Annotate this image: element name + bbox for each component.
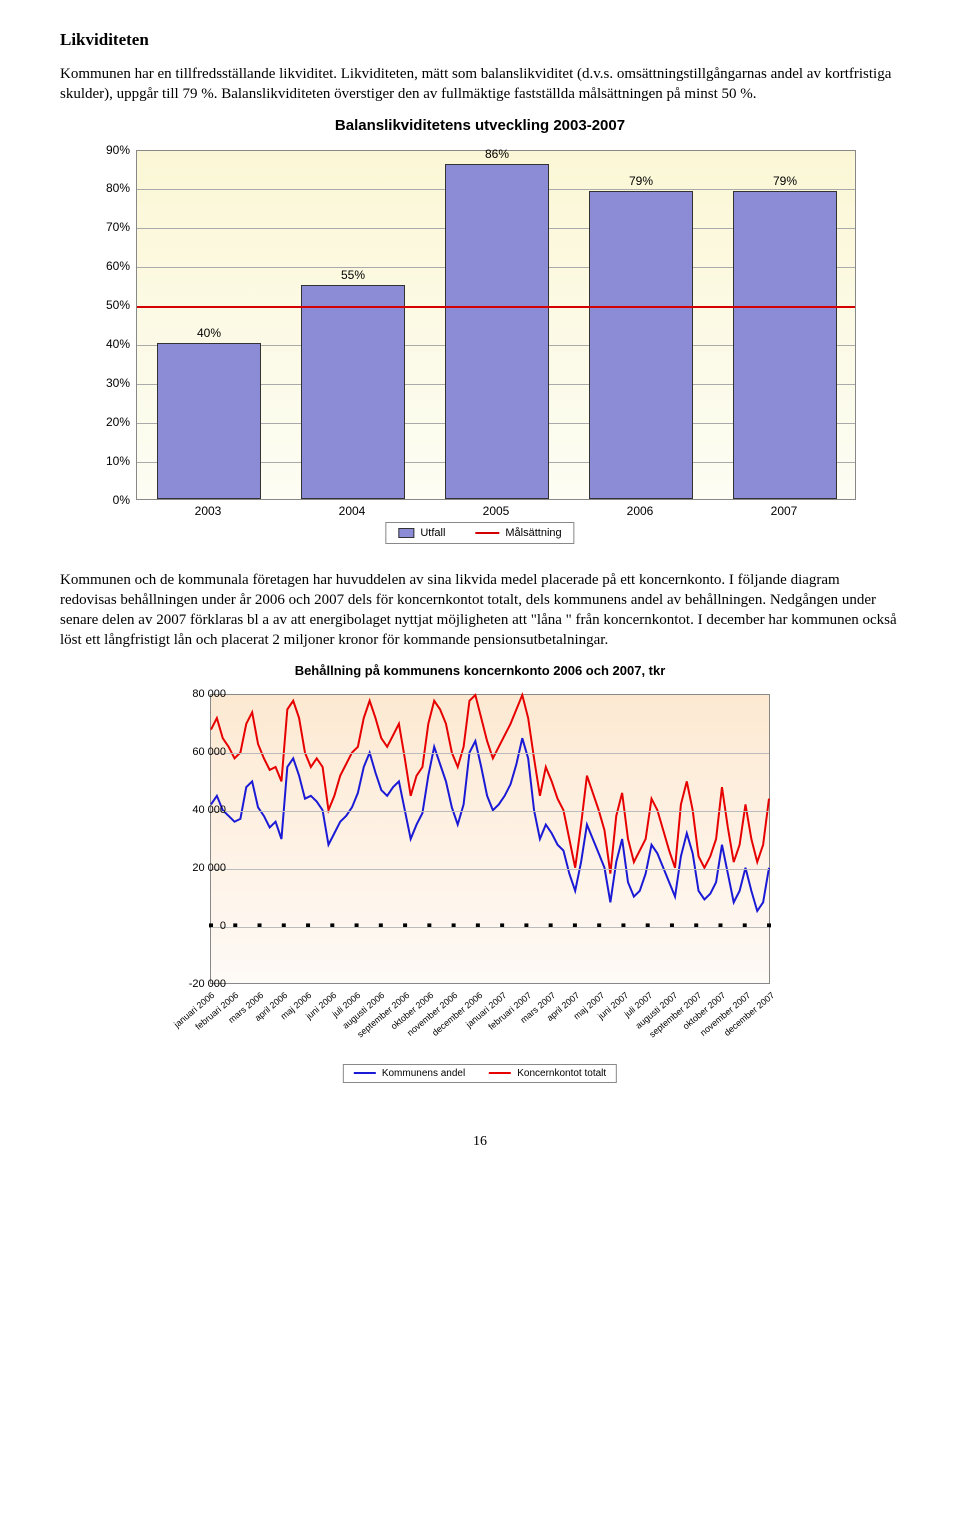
legend-utfall: Utfall	[398, 527, 445, 539]
bar-x-tick: 2003	[195, 504, 222, 518]
legend-target: Målsättning	[475, 527, 561, 539]
page-number: 16	[60, 1134, 900, 1150]
bar-value-label: 55%	[302, 268, 404, 282]
line-y-tick: 20 000	[192, 862, 226, 874]
bar-x-tick: 2005	[483, 504, 510, 518]
line-chart: -20 000020 00040 00060 00080 000 januari…	[160, 684, 800, 1104]
legend-label-koncern: Koncernkontot totalt	[517, 1068, 606, 1079]
paragraph-1: Kommunen har en tillfredsställande likvi…	[60, 64, 900, 105]
bar-y-tick: 30%	[106, 376, 130, 390]
line-chart-title: Behållning på kommunens koncernkonto 200…	[60, 663, 900, 678]
line-y-tick: 0	[220, 920, 226, 932]
bar: 79%	[733, 191, 837, 498]
target-line	[137, 306, 855, 308]
legend-label-target: Målsättning	[505, 527, 561, 539]
bar-value-label: 86%	[446, 147, 548, 161]
legend-koncern: Koncernkontot totalt	[489, 1068, 606, 1079]
bar-y-tick: 40%	[106, 337, 130, 351]
bar-value-label: 79%	[590, 174, 692, 188]
legend-swatch-line	[475, 532, 499, 534]
paragraph-2: Kommunen och de kommunala företagen har …	[60, 570, 900, 651]
bar-chart: 40% 55% 86% 79% 79% 0% 10% 20% 30% 40% 50% 60% 70% 8…	[90, 140, 870, 540]
legend-line-koncern	[489, 1072, 511, 1074]
line-y-tick: 80 000	[192, 688, 226, 700]
bar-value-label: 40%	[158, 326, 260, 340]
bar-y-tick: 0%	[113, 493, 130, 507]
legend-label-kommunen: Kommunens andel	[382, 1068, 465, 1079]
bar-legend: Utfall Målsättning	[385, 522, 574, 544]
bar-x-tick: 2006	[627, 504, 654, 518]
bar-value-label: 79%	[734, 174, 836, 188]
bar-x-tick: 2004	[339, 504, 366, 518]
legend-label-utfall: Utfall	[420, 527, 445, 539]
bar-chart-title: Balanslikviditetens utveckling 2003-2007	[60, 117, 900, 134]
legend-line-kommunen	[354, 1072, 376, 1074]
line-series	[211, 695, 769, 874]
bar-y-tick: 90%	[106, 143, 130, 157]
bar-y-tick: 70%	[106, 220, 130, 234]
bar: 55%	[301, 285, 405, 499]
bar-y-tick: 80%	[106, 181, 130, 195]
line-y-tick: -20 000	[189, 978, 226, 990]
bar: 79%	[589, 191, 693, 498]
bar: 86%	[445, 164, 549, 498]
legend-swatch-box	[398, 528, 414, 538]
legend-kommunen: Kommunens andel	[354, 1068, 465, 1079]
page-heading: Likviditeten	[60, 30, 900, 50]
bar-x-tick: 2007	[771, 504, 798, 518]
line-y-tick: 60 000	[192, 746, 226, 758]
bar-y-tick: 20%	[106, 415, 130, 429]
bar-y-tick: 50%	[106, 298, 130, 312]
bar-y-tick: 10%	[106, 454, 130, 468]
line-series	[211, 738, 769, 911]
line-legend: Kommunens andel Koncernkontot totalt	[343, 1064, 617, 1083]
bar-y-tick: 60%	[106, 259, 130, 273]
line-y-tick: 40 000	[192, 804, 226, 816]
bar: 40%	[157, 343, 261, 499]
